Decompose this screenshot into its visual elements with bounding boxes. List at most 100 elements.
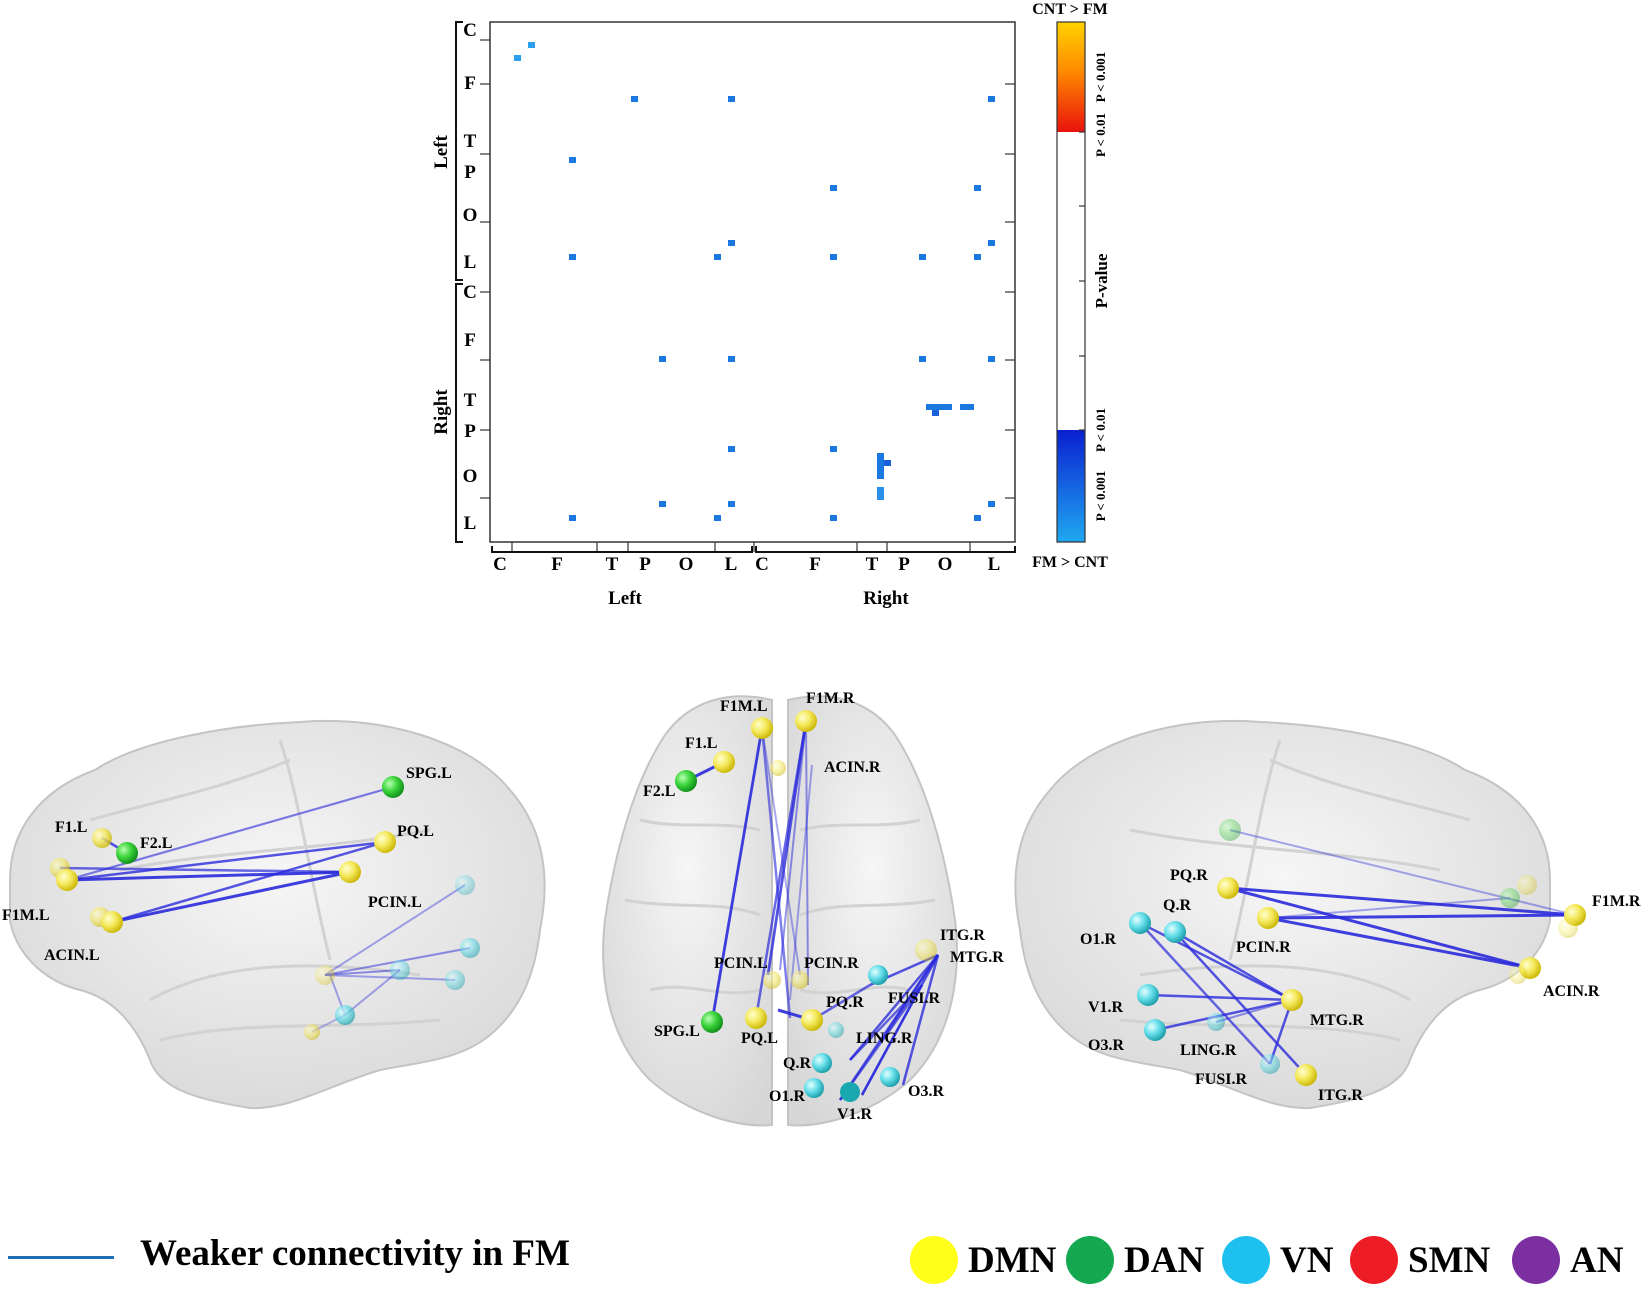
brain-surface xyxy=(1014,719,1551,1110)
brain-node xyxy=(840,1082,860,1102)
row-lobe-label: O xyxy=(463,205,478,226)
node-label-mtg-r: MTG.R xyxy=(950,949,1004,966)
brain-node xyxy=(315,965,335,985)
node-label-f2-l: F2.L xyxy=(643,783,675,800)
brain-surface xyxy=(9,719,546,1110)
node-label-ling-r: LING.R xyxy=(1180,1042,1237,1059)
connectivity-matrix: C F T P O L C F T P O L Left Right C F T… xyxy=(431,20,1016,609)
brain-node xyxy=(335,1005,355,1025)
col-lobe-label: L xyxy=(988,554,1001,575)
brain-node xyxy=(374,831,396,853)
matrix-row-ticks xyxy=(480,39,1015,552)
colorbar-hot-segment xyxy=(1057,22,1085,132)
brain-node xyxy=(795,710,817,732)
brain-right-lateral-view: PQ.R Q.R F1M.R O1.R PCIN.R ACIN.R V1.R M… xyxy=(1014,719,1641,1110)
node-label-ling-r: LING.R xyxy=(856,1030,913,1047)
brain-node xyxy=(1129,912,1151,934)
col-lobe-label: C xyxy=(755,554,769,575)
smn-label: SMN xyxy=(1408,1239,1491,1281)
matrix-cell xyxy=(974,254,981,260)
brain-node xyxy=(713,751,735,773)
row-group-label-left: Left xyxy=(431,134,452,168)
matrix-cell xyxy=(830,446,837,452)
significant-cells xyxy=(514,42,995,521)
node-label-f1-l: F1.L xyxy=(685,735,717,752)
legend-item-an: AN xyxy=(1512,1236,1623,1284)
col-lobe-label: O xyxy=(679,554,694,575)
col-lobe-label: P xyxy=(639,554,651,575)
matrix-cell xyxy=(877,487,884,500)
matrix-cell xyxy=(919,356,926,362)
node-label-fusi-r: FUSI.R xyxy=(1195,1071,1247,1088)
matrix-cell xyxy=(569,157,576,163)
col-lobe-label: F xyxy=(551,554,563,575)
dmn-label: DMN xyxy=(968,1239,1057,1281)
brain-surface-left-hemisphere xyxy=(602,695,773,1127)
row-lobe-label: O xyxy=(463,466,478,487)
matrix-cell xyxy=(514,55,521,61)
brain-node xyxy=(1281,989,1303,1011)
row-lobe-label: T xyxy=(464,131,477,152)
node-label-f1m-r: F1M.R xyxy=(1592,893,1641,910)
row-lobe-label: F xyxy=(464,73,476,94)
weaker-connectivity-label: Weaker connectivity in FM xyxy=(140,1233,570,1274)
colorbar-cold-segment xyxy=(1057,430,1085,542)
node-label-o3-r: O3.R xyxy=(908,1083,944,1100)
edges xyxy=(59,785,471,1033)
node-label-pcin-r: PCIN.R xyxy=(1236,939,1291,956)
node-label-pq-r: PQ.R xyxy=(1170,867,1208,884)
row-lobe-label: C xyxy=(463,20,477,41)
colorbar-bottom-label: FM > CNT xyxy=(1032,554,1108,571)
brain-node xyxy=(1144,1019,1166,1041)
brain-node xyxy=(455,875,475,895)
dan-swatch xyxy=(1066,1236,1114,1284)
node-label-q-r: Q.R xyxy=(1163,897,1191,914)
row-lobe-label: T xyxy=(464,390,477,411)
row-group-label-right: Right xyxy=(431,389,452,435)
brain-top-view: F1M.L F1M.R F1.L F2.L ACIN.R ITG.R MTG.R… xyxy=(602,690,1004,1127)
col-lobe-label: T xyxy=(606,554,619,575)
matrix-cell xyxy=(728,96,735,102)
brain-node xyxy=(751,717,773,739)
node-label-v1-r: V1.R xyxy=(1088,999,1124,1016)
node-label-mtg-r: MTG.R xyxy=(1310,1012,1364,1029)
node-label-acin-l: ACIN.L xyxy=(44,947,100,964)
node-label-q-r: Q.R xyxy=(783,1055,811,1072)
colorbar-tick-label: P < 0.01 xyxy=(1093,113,1108,157)
node-label-pq-r: PQ.R xyxy=(826,994,864,1011)
node-label-spg-l: SPG.L xyxy=(406,765,452,782)
brain-node xyxy=(745,1007,767,1029)
row-lobe-label: L xyxy=(464,513,477,534)
brain-node xyxy=(1257,907,1279,929)
matrix-cell xyxy=(659,501,666,507)
matrix-cell xyxy=(919,254,926,260)
matrix-cell xyxy=(714,515,721,521)
brain-node xyxy=(828,1022,844,1038)
matrix-cell xyxy=(728,446,735,452)
brain-node xyxy=(915,939,937,961)
edges xyxy=(1139,829,1576,1076)
node-label-itg-r: ITG.R xyxy=(940,927,985,944)
matrix-cell xyxy=(830,515,837,521)
col-lobe-label: P xyxy=(898,554,910,575)
col-lobe-label: F xyxy=(809,554,821,575)
matrix-cell xyxy=(960,404,974,410)
colorbar-ticks xyxy=(1079,131,1085,431)
col-group-label-right: Right xyxy=(863,588,909,609)
brain-node xyxy=(701,1011,723,1033)
brain-node xyxy=(868,965,888,985)
colorbar-tick-label: P < 0.001 xyxy=(1093,52,1108,102)
brain-surface-right-hemisphere xyxy=(787,695,958,1127)
node-label-spg-l: SPG.L xyxy=(654,1023,700,1040)
node-label-o1-r: O1.R xyxy=(1080,931,1116,948)
brain-node xyxy=(101,911,123,933)
node-label-fusi-r: FUSI.R xyxy=(888,990,940,1007)
matrix-frame xyxy=(489,21,1016,543)
p-value-colorbar: CNT > FM P < 0.001 P < 0.01 P-value P < … xyxy=(1032,1,1111,571)
brain-node xyxy=(445,970,465,990)
an-swatch xyxy=(1512,1236,1560,1284)
colorbar-title: P-value xyxy=(1092,253,1111,308)
brain-left-lateral-view: SPG.L F1.L F2.L PQ.L F1M.L PCIN.L ACIN.L xyxy=(2,719,546,1110)
matrix-cell xyxy=(926,404,952,410)
brain-node xyxy=(56,869,78,891)
